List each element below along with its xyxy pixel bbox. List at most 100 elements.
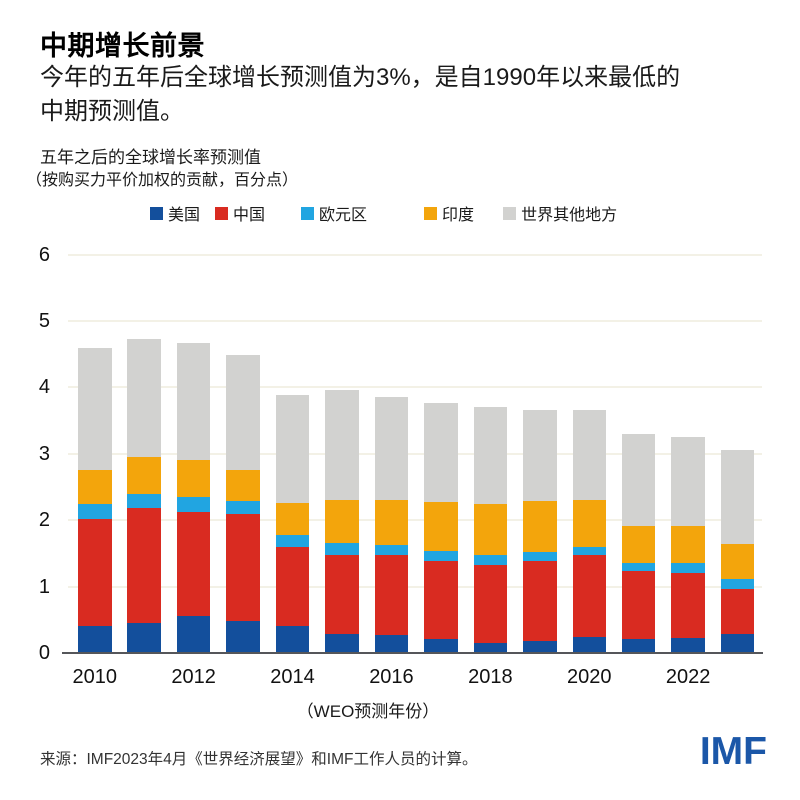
- y-tick-label-2: 2: [38, 509, 50, 532]
- bar-2020: [572, 410, 606, 653]
- gridline-3: [68, 452, 762, 455]
- legend-label-euro-area: 欧元区: [319, 207, 368, 224]
- bar-2014-segment-rest-of-world: [275, 395, 310, 503]
- legend-item-euro-area: 欧元区: [301, 201, 367, 225]
- x-tick-label-2010: 2010: [72, 666, 118, 688]
- bar-2015: [325, 390, 359, 653]
- bar-2017-segment-india: [424, 502, 458, 551]
- bar-2013-segment-india: [226, 469, 260, 501]
- imf-logo: IMF: [699, 730, 767, 773]
- bar-2014-segment-china: [275, 546, 310, 627]
- x-tick-label-2012: 2012: [171, 666, 216, 688]
- y-tick-label-6: 6: [38, 243, 50, 266]
- bar-2019: [523, 410, 557, 653]
- bar-2022-segment-china: [671, 572, 705, 638]
- legend-item-rest-of-world: 世界其他地方: [503, 201, 617, 225]
- bar-2011-segment-euro-area: [127, 493, 161, 509]
- bar-2021-segment-rest-of-world: [621, 433, 656, 527]
- bar-2012-segment-us: [176, 615, 211, 653]
- x-axis-line: [62, 652, 763, 654]
- gridline-6: [68, 253, 762, 256]
- bar-2015-segment-us: [325, 634, 359, 653]
- bar-2019-segment-rest-of-world: [523, 410, 557, 501]
- x-tick-label-2020: 2020: [567, 666, 612, 688]
- legend-swatch-china: [215, 206, 229, 220]
- x-tick-label-2022: 2022: [665, 666, 711, 688]
- source-note: 来源：IMF2023年4月《世界经济展望》和IMF工作人员的计算。: [40, 751, 478, 768]
- bar-2014: [275, 395, 310, 653]
- bar-2010-segment-us: [78, 625, 112, 653]
- bar-2023-segment-china: [720, 589, 755, 634]
- bar-2018-segment-india: [473, 503, 508, 556]
- subtitle-line-2: 中期预测值。: [40, 98, 184, 125]
- bar-2021-segment-india: [621, 526, 656, 563]
- legend-swatch-euro-area: [301, 206, 315, 220]
- x-tick-label-2018: 2018: [468, 666, 513, 688]
- bar-2012-segment-china: [176, 511, 211, 616]
- x-axis-title: （WEO预测年份）: [296, 702, 440, 721]
- bar-2022-segment-euro-area: [671, 563, 705, 573]
- bar-2021: [621, 433, 656, 653]
- bar-2015-segment-china: [325, 554, 359, 635]
- bar-2015-segment-rest-of-world: [325, 390, 359, 501]
- bar-2019-segment-us: [523, 641, 557, 653]
- bar-2021-segment-euro-area: [621, 562, 656, 572]
- bar-2017-segment-us: [424, 639, 458, 653]
- chart-title: 五年之后的全球增长率预测值: [40, 148, 261, 167]
- bar-2021-segment-china: [621, 571, 656, 640]
- x-tick-label-2014: 2014: [270, 666, 315, 688]
- bar-2013: [226, 354, 260, 653]
- bar-2011-segment-rest-of-world: [127, 338, 161, 458]
- bar-2010-segment-euro-area: [78, 503, 112, 519]
- bar-2020-segment-euro-area: [572, 546, 606, 556]
- bar-2014-segment-india: [275, 502, 310, 535]
- bar-2019-segment-india: [523, 500, 557, 553]
- legend-swatch-india: [424, 206, 438, 220]
- bar-2013-segment-euro-area: [226, 500, 260, 514]
- x-tick-label-2016: 2016: [369, 666, 414, 688]
- legend-swatch-us: [150, 206, 163, 220]
- page-subtitle: 今年的五年后全球增长预测值为3%，是自1990年以来最低的 中期预测值。: [40, 61, 680, 129]
- bar-2014-segment-euro-area: [275, 534, 310, 547]
- bar-2023-segment-euro-area: [720, 579, 755, 590]
- bar-2016-segment-rest-of-world: [374, 396, 409, 501]
- legend-label-china: 中国: [233, 207, 266, 224]
- bar-2016-segment-us: [374, 635, 409, 653]
- bar-2010-segment-rest-of-world: [78, 347, 112, 471]
- bar-2023-segment-rest-of-world: [720, 449, 755, 545]
- bar-2020-segment-rest-of-world: [572, 410, 606, 501]
- bar-2017-segment-euro-area: [424, 550, 458, 561]
- bar-2022-segment-rest-of-world: [671, 436, 705, 527]
- bar-2018-segment-euro-area: [473, 555, 508, 566]
- plot-area: [68, 253, 762, 653]
- bar-2020-segment-china: [572, 555, 606, 638]
- bar-2016-segment-india: [374, 500, 409, 545]
- legend-label-rest-of-world: 世界其他地方: [521, 207, 618, 224]
- bar-2021-segment-us: [621, 639, 656, 653]
- bar-2011-segment-us: [127, 623, 161, 653]
- bar-2010-segment-china: [78, 518, 112, 626]
- y-tick-label-0: 0: [38, 642, 50, 664]
- legend-label-us: 美国: [168, 207, 201, 224]
- bar-2020-segment-india: [572, 500, 606, 547]
- y-tick-label-4: 4: [38, 376, 50, 399]
- bar-2018-segment-us: [473, 643, 508, 653]
- chart-units-note: （按购买力平价加权的贡献，百分点）: [26, 172, 299, 189]
- bar-2015-segment-india: [325, 500, 359, 544]
- bar-2016-segment-china: [374, 554, 409, 636]
- bar-2013-segment-us: [226, 621, 260, 653]
- bar-2012-segment-rest-of-world: [176, 342, 211, 461]
- bar-2019-segment-euro-area: [523, 552, 557, 562]
- bar-2018-segment-china: [473, 565, 508, 644]
- bar-2011-segment-india: [127, 457, 161, 494]
- gridline-2: [68, 519, 762, 522]
- bar-2016: [374, 396, 409, 653]
- bar-2018: [473, 407, 508, 653]
- bar-2014-segment-us: [275, 626, 310, 653]
- bar-2012-segment-india: [176, 460, 211, 497]
- bar-2016-segment-euro-area: [374, 544, 409, 555]
- legend-item-india: 印度: [424, 201, 474, 225]
- y-tick-label-1: 1: [38, 575, 50, 598]
- bar-2013-segment-rest-of-world: [226, 354, 260, 470]
